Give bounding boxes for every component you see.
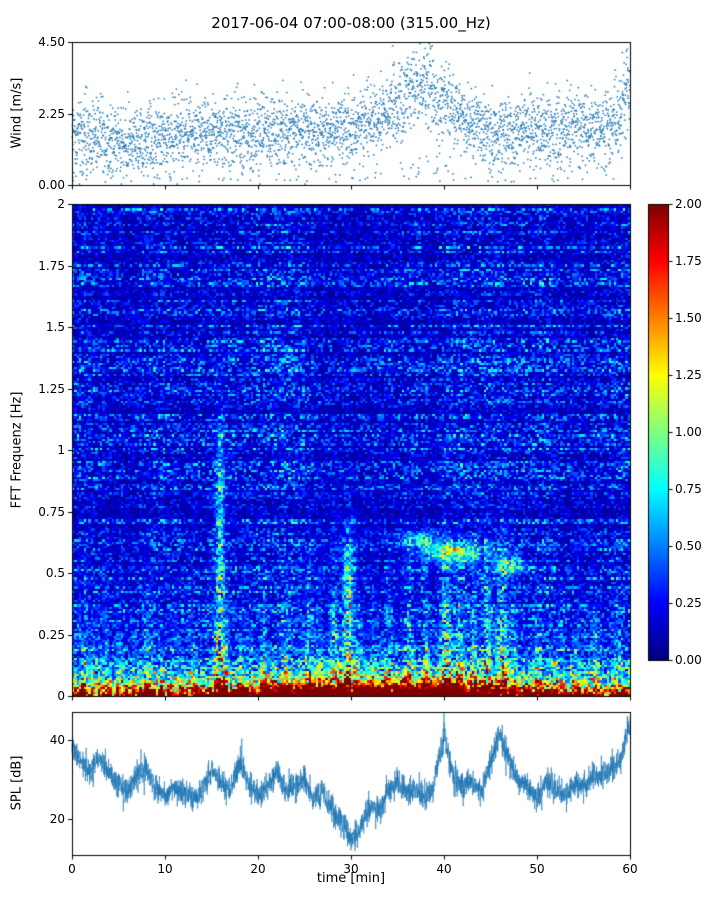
spectrogram-y-tick-label: 2	[57, 197, 65, 211]
spectrogram-y-tick-label: 0.25	[38, 627, 65, 642]
colorbar-tick-label: 1.25	[675, 368, 702, 382]
wind-y-axis-label: Wind [m/s]	[9, 77, 25, 149]
x-axis-label: time [min]	[316, 871, 386, 886]
colorbar-tick-label: 1.50	[675, 311, 702, 325]
wind-y-tick-label: 2.25	[38, 106, 65, 121]
x-tick-label: 50	[529, 862, 545, 876]
colorbar-tick-label: 0.00	[675, 653, 702, 667]
figure-title: 2017-06-04 07:00-08:00 (315.00_Hz)	[211, 14, 491, 32]
x-tick-label: 20	[250, 862, 266, 876]
colorbar-tick-label: 2.00	[675, 197, 702, 211]
spectrogram-y-tick-label: 0.5	[45, 566, 65, 580]
spectrogram-y-tick-label: 1.25	[38, 381, 65, 396]
spectrogram-y-tick-label: 0	[57, 689, 65, 703]
spectrogram-y-tick-label: 1.75	[38, 258, 65, 273]
spectrogram-y-tick-label: 0.75	[38, 504, 65, 519]
x-tick-label: 40	[436, 862, 452, 876]
spectrogram-y-tick-label: 1.5	[45, 320, 65, 334]
wind-y-tick-label: 4.50	[38, 35, 65, 49]
x-tick-label: 30	[343, 862, 359, 876]
colorbar-tick-label: 1.75	[675, 254, 702, 268]
spectrogram-y-tick-label: 1	[57, 443, 65, 457]
x-tick-label: 60	[622, 862, 638, 876]
colorbar-tick-label: 0.25	[675, 596, 702, 610]
spl-y-tick-label: 20	[49, 812, 65, 827]
spl-y-axis-label: SPL [dB]	[9, 755, 25, 811]
wind-y-tick-label: 0.00	[38, 178, 65, 192]
spl-y-tick-label: 40	[49, 732, 65, 747]
x-tick-label: 0	[68, 862, 76, 876]
x-tick-label: 10	[157, 862, 173, 876]
colorbar-tick-label: 0.75	[675, 482, 702, 496]
colorbar-tick-label: 1.00	[675, 425, 702, 439]
spectrogram-y-axis-label: FFT Frequenz [Hz]	[9, 391, 25, 509]
colorbar-tick-label: 0.50	[675, 539, 702, 553]
